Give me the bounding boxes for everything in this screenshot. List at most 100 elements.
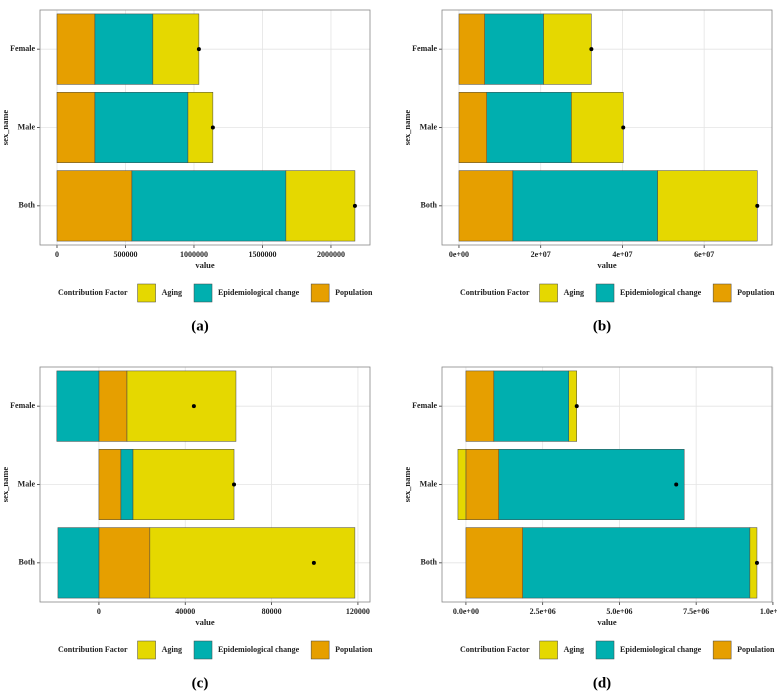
legend-key xyxy=(595,283,615,303)
total-point xyxy=(352,203,357,208)
bar-segment xyxy=(486,92,572,163)
x-axis-label: value xyxy=(195,617,215,627)
bar-segment xyxy=(458,92,487,163)
x-tick-label: 2000000 xyxy=(317,250,345,259)
x-tick-label: 80000 xyxy=(262,607,282,616)
y-tick-label: Female xyxy=(412,44,437,53)
legend-key xyxy=(193,283,213,303)
total-point xyxy=(232,482,237,487)
x-tick-label: 2.5e+06 xyxy=(530,607,556,616)
bar-segment xyxy=(56,92,96,163)
x-tick-label: 1500000 xyxy=(248,250,276,259)
legend-key xyxy=(137,283,156,303)
bar-segment xyxy=(57,527,100,599)
legend-label: Epidemiological change xyxy=(218,288,300,297)
legend-title: Contribution Factor xyxy=(58,288,128,297)
bar-segment xyxy=(94,13,154,85)
y-axis-label: sex_name xyxy=(402,110,412,146)
x-tick-label: 0 xyxy=(55,250,59,259)
bar-segment xyxy=(465,370,495,442)
x-tick-label: 1000000 xyxy=(180,250,208,259)
y-tick-label: Female xyxy=(412,401,437,410)
total-point xyxy=(191,404,196,409)
panel-caption: (b) xyxy=(593,318,611,334)
legend-label: Aging xyxy=(162,288,182,297)
x-tick-label: 2e+07 xyxy=(531,250,551,259)
bar-segment xyxy=(458,13,485,85)
bar-segment xyxy=(56,370,100,442)
bar-segment xyxy=(458,170,514,242)
bar-segment xyxy=(120,449,134,520)
legend-key xyxy=(595,640,615,660)
legend-key xyxy=(137,640,156,660)
legend-label: Aging xyxy=(564,288,584,297)
y-tick-label: Male xyxy=(420,122,438,131)
x-axis-label: value xyxy=(195,260,215,270)
legend-key xyxy=(712,283,732,303)
legend-label: Epidemiological change xyxy=(620,288,702,297)
y-axis-label: sex_name xyxy=(0,110,10,146)
plot-border xyxy=(441,9,773,246)
y-tick-label: Both xyxy=(19,201,36,210)
legend-label: Epidemiological change xyxy=(218,645,300,654)
legend-label: Population xyxy=(335,645,373,654)
legend-title: Contribution Factor xyxy=(58,645,128,654)
bar-segment xyxy=(131,170,287,242)
x-tick-label: 4e+07 xyxy=(612,250,632,259)
bar-segment xyxy=(465,527,523,599)
total-point xyxy=(196,47,201,52)
bar-segment xyxy=(522,527,751,599)
y-tick-label: Male xyxy=(420,479,438,488)
legend-key xyxy=(539,283,558,303)
bar-segment xyxy=(498,449,685,520)
bar-segment xyxy=(657,170,758,242)
legend-label: Population xyxy=(737,288,775,297)
total-point xyxy=(674,482,679,487)
bar-segment xyxy=(56,170,133,242)
total-point xyxy=(755,203,760,208)
legend-key xyxy=(712,640,732,660)
legend-label: Epidemiological change xyxy=(620,645,702,654)
x-tick-label: 40000 xyxy=(175,607,195,616)
bar-segment xyxy=(285,170,356,242)
x-tick-label: 7.5e+06 xyxy=(683,607,709,616)
y-tick-label: Male xyxy=(18,122,36,131)
legend-label: Population xyxy=(737,645,775,654)
bar-segment xyxy=(512,170,658,242)
y-tick-label: Male xyxy=(18,479,36,488)
x-tick-label: 120000 xyxy=(346,607,370,616)
plot-border xyxy=(39,9,371,246)
legend-title: Contribution Factor xyxy=(460,645,530,654)
bar-segment xyxy=(98,527,151,599)
total-point xyxy=(754,560,759,565)
legend-key xyxy=(539,640,558,660)
x-axis-label: value xyxy=(597,617,617,627)
legend-label: Aging xyxy=(162,645,182,654)
bar-segment xyxy=(484,13,544,85)
panel-caption: (a) xyxy=(191,318,209,334)
bar-segment xyxy=(126,370,237,442)
x-tick-label: 500000 xyxy=(113,250,137,259)
bar-segment xyxy=(152,13,200,85)
x-tick-label: 5.0e+06 xyxy=(606,607,632,616)
x-tick-label: 0.0e+00 xyxy=(453,607,479,616)
bar-segment xyxy=(149,527,356,599)
y-axis-label: sex_name xyxy=(0,467,10,503)
panel-caption: (d) xyxy=(593,675,611,691)
x-tick-label: 0e+00 xyxy=(449,250,469,259)
legend-title: Contribution Factor xyxy=(460,288,530,297)
y-tick-label: Female xyxy=(10,44,35,53)
total-point xyxy=(574,404,579,409)
bar-segment xyxy=(94,92,189,163)
bar-segment xyxy=(56,13,96,85)
total-point xyxy=(210,125,215,130)
legend-label: Population xyxy=(335,288,373,297)
total-point xyxy=(311,560,316,565)
total-point xyxy=(621,125,626,130)
x-tick-label: 0 xyxy=(97,607,101,616)
legend-key xyxy=(310,640,330,660)
y-tick-label: Both xyxy=(421,558,438,567)
bar-segment xyxy=(571,92,624,163)
y-tick-label: Female xyxy=(10,401,35,410)
total-point xyxy=(589,47,594,52)
